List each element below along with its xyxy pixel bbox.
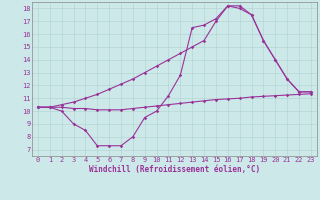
- X-axis label: Windchill (Refroidissement éolien,°C): Windchill (Refroidissement éolien,°C): [89, 165, 260, 174]
